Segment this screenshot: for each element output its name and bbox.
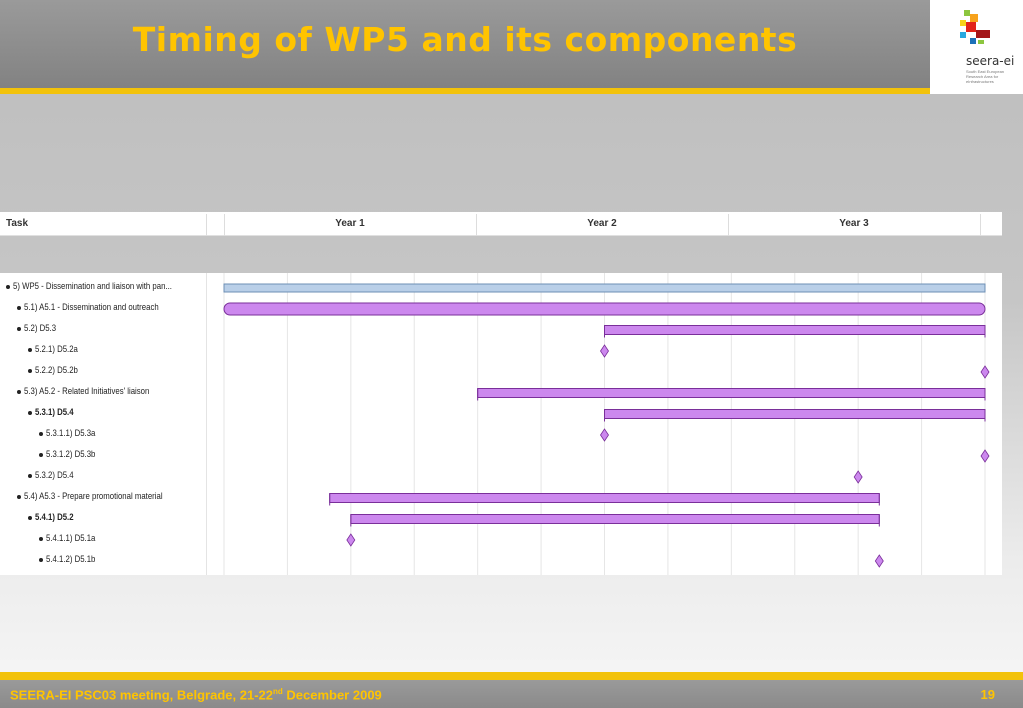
task-bar[interactable] — [604, 325, 986, 335]
task-label: 5.3.1.2) D5.3b — [46, 449, 96, 460]
logo-wordmark: seera-ei — [966, 54, 1015, 68]
milestone-marker — [600, 344, 609, 358]
bullet-icon — [6, 285, 10, 289]
bullet-icon — [39, 558, 43, 562]
task-column-border — [206, 273, 207, 575]
milestone-marker — [600, 428, 609, 442]
logo-subtitle: South East European Research Area for eI… — [966, 69, 1005, 84]
task-bar[interactable] — [350, 514, 880, 524]
task-label: 5.3.1.1) D5.3a — [46, 428, 96, 439]
bullet-icon — [39, 453, 43, 457]
task-bar[interactable] — [329, 493, 880, 503]
task-label: 5.4.1) D5.2 — [35, 512, 74, 523]
task-row[interactable]: 5.1) A5.1 - Dissemination and outreach — [0, 299, 206, 320]
bullet-icon — [17, 306, 21, 310]
task-row[interactable]: 5.2.2) D5.2b — [0, 362, 206, 383]
task-label: 5.2.1) D5.2a — [35, 344, 78, 355]
task-row[interactable]: 5.3) A5.2 - Related Initiatives' liaison — [0, 383, 206, 404]
task-label: 5.3.2) D5.4 — [35, 470, 74, 481]
header-separator — [476, 214, 477, 236]
header-separator — [728, 214, 729, 236]
task-row[interactable]: 5.4) A5.3 - Prepare promotional material — [0, 488, 206, 509]
year-1-label: Year 1 — [335, 218, 365, 229]
footer-divider — [0, 672, 1023, 680]
task-row[interactable]: 5.3.1.1) D5.3a — [0, 425, 206, 446]
bullet-icon — [39, 537, 43, 541]
milestone-marker — [980, 365, 990, 379]
year-2-label: Year 2 — [587, 218, 617, 229]
summary-bar[interactable] — [223, 283, 986, 293]
bullet-icon — [17, 390, 21, 394]
bullet-icon — [28, 411, 32, 415]
header-separator — [980, 214, 981, 236]
bullet-icon — [28, 474, 32, 478]
bullet-icon — [28, 369, 32, 373]
milestone-marker — [346, 533, 356, 547]
bullet-icon — [28, 348, 32, 352]
task-row[interactable]: 5.2.1) D5.2a — [0, 341, 206, 362]
task-row[interactable]: 5.4.1) D5.2 — [0, 509, 206, 530]
task-label: 5.3.1) D5.4 — [35, 407, 74, 418]
task-label: 5.4.1.2) D5.1b — [46, 554, 96, 565]
task-label: 5.2.2) D5.2b — [35, 365, 78, 376]
page-number: 19 — [980, 687, 995, 702]
task-row[interactable]: 5.3.1) D5.4 — [0, 404, 206, 425]
task-label: 5.3) A5.2 - Related Initiatives' liaison — [24, 386, 150, 397]
header-separator — [206, 214, 207, 236]
header-divider — [0, 88, 1023, 94]
gantt-body: 5) WP5 - Dissemination and liaison with … — [0, 273, 1002, 575]
gantt-chart — [223, 273, 990, 575]
slide-footer: SEERA-EI PSC03 meeting, Belgrade, 21-22n… — [0, 680, 1023, 708]
bullet-icon — [17, 327, 21, 331]
task-column-header: Task — [6, 218, 29, 229]
milestone-marker — [874, 554, 884, 568]
bullet-icon — [39, 432, 43, 436]
task-label: 5.4) A5.3 - Prepare promotional material — [24, 491, 163, 502]
task-label: 5) WP5 - Dissemination and liaison with … — [13, 281, 172, 292]
gantt-header: Task Year 1 Year 2 Year 3 — [0, 212, 1002, 236]
bullet-icon — [17, 495, 21, 499]
task-bar[interactable] — [604, 409, 986, 419]
milestone-marker — [853, 470, 863, 484]
task-row[interactable]: 5.4.1.2) D5.1b — [0, 551, 206, 572]
year-3-label: Year 3 — [839, 218, 869, 229]
task-row[interactable]: 5.2) D5.3 — [0, 320, 206, 341]
bullet-icon — [28, 516, 32, 520]
slide-title: Timing of WP5 and its components — [132, 20, 798, 59]
task-row[interactable]: 5.3.1.2) D5.3b — [0, 446, 206, 467]
footer-caption: SEERA-EI PSC03 meeting, Belgrade, 21-22n… — [10, 687, 382, 703]
task-row[interactable]: 5) WP5 - Dissemination and liaison with … — [0, 278, 206, 299]
task-label: 5.4.1.1) D5.1a — [46, 533, 96, 544]
task-bar[interactable] — [223, 302, 986, 316]
task-row[interactable]: 5.3.2) D5.4 — [0, 467, 206, 488]
header-separator — [224, 214, 225, 236]
task-label: 5.2) D5.3 — [24, 323, 57, 334]
milestone-marker — [980, 449, 990, 463]
task-label: 5.1) A5.1 - Dissemination and outreach — [24, 302, 159, 313]
seera-ei-logo: seera-ei South East European Research Ar… — [930, 0, 1023, 94]
task-row[interactable]: 5.4.1.1) D5.1a — [0, 530, 206, 551]
slide-header: Timing of WP5 and its components — [0, 0, 1023, 88]
task-bar[interactable] — [477, 388, 986, 398]
